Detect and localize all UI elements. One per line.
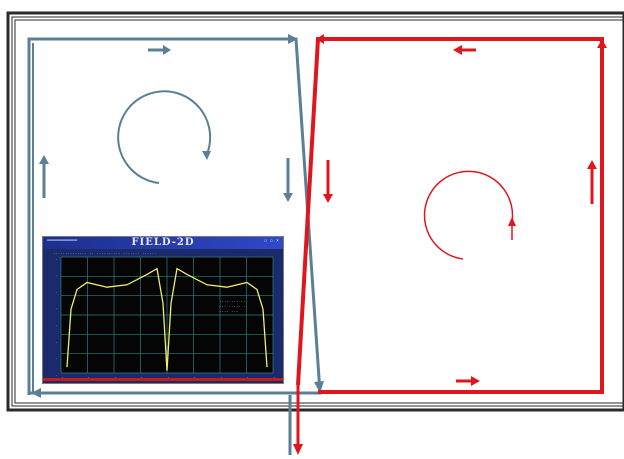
red-lead-arrow bbox=[293, 444, 303, 455]
lead-wires bbox=[288, 385, 303, 455]
right-loop-corner-arrow-top-right bbox=[597, 39, 607, 48]
window-controls[interactable]: ▫ ▫ × bbox=[263, 238, 279, 244]
left-loop-corner-arrow-bottom-right bbox=[314, 381, 324, 393]
left-loop-arrow-top bbox=[148, 45, 171, 55]
outer-frame bbox=[6, 11, 624, 412]
right-loop-arrow-bottom bbox=[456, 376, 480, 386]
plot-x-tick-label: · bbox=[220, 375, 222, 380]
plot-y-tick-label: · bbox=[55, 274, 57, 279]
plot-y-tick-label: · bbox=[55, 290, 57, 295]
left-loop-corner-arrow-top-right bbox=[288, 34, 298, 44]
plot-x-tick-label: · bbox=[114, 375, 116, 380]
plot-infobar: ·············· ·· ·········· ······· ···… bbox=[53, 251, 157, 256]
plot-x-tick-label: · bbox=[167, 375, 169, 380]
plot-x-tick-label: · bbox=[141, 375, 143, 380]
plot-titlebar: ══════════ FIELD-2D ▫ ▫ × bbox=[43, 237, 283, 249]
right-loop-arrow-top bbox=[453, 45, 476, 55]
right-loop bbox=[296, 34, 607, 394]
left-loop bbox=[27, 34, 324, 398]
plot-legend-line: ···· ··· bbox=[219, 309, 238, 314]
left-loop-circulation-arrow bbox=[117, 90, 212, 184]
plot-curve bbox=[66, 267, 268, 371]
plot-y-tick-label: · bbox=[55, 257, 57, 262]
plot-x-tick-label: · bbox=[247, 375, 249, 380]
right-loop-corner-arrow-top-left bbox=[316, 34, 324, 44]
right-loop-arrow-right bbox=[587, 160, 597, 204]
right-loop-circulation-arrow bbox=[423, 170, 516, 260]
plot-legend-line: ··· ····· · bbox=[219, 304, 246, 309]
plot-legend-line: ···· ··· ·· bbox=[219, 299, 246, 304]
plot-y-tick-label: · bbox=[55, 323, 57, 328]
titlebar-menu-text: ══════════ bbox=[47, 238, 78, 244]
plot-status-strip bbox=[43, 378, 283, 381]
right-loop-arrow-left bbox=[323, 160, 333, 203]
plot-x-tick-label: · bbox=[194, 375, 196, 380]
left-loop-arrow-left bbox=[39, 155, 49, 198]
plot-title: FIELD-2D bbox=[131, 237, 195, 248]
plot-x-tick-label: · bbox=[88, 375, 90, 380]
right-loop-path bbox=[296, 37, 604, 394]
left-loop-arrow-right bbox=[283, 158, 293, 202]
plot-y-tick-label: · bbox=[55, 307, 57, 312]
plot-y-tick-label: · bbox=[55, 373, 57, 378]
plot-area: ···· ··· ····· ····· ····· ··········· · ·… bbox=[43, 256, 283, 381]
plot-y-tick-label: · bbox=[55, 340, 57, 345]
plot-x-tick-label: · bbox=[273, 375, 275, 380]
plot-window: ══════════ FIELD-2D ▫ ▫ × ··············… bbox=[42, 236, 284, 384]
plot-y-tick-label: · bbox=[55, 356, 57, 361]
left-loop-corner-arrow-bottom-left bbox=[31, 388, 41, 398]
plot-x-tick-label: · bbox=[61, 375, 63, 380]
